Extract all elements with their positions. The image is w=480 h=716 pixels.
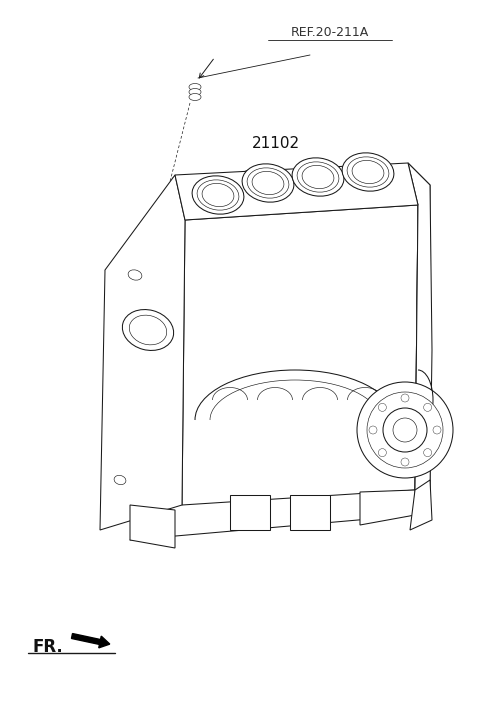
Circle shape [383, 408, 427, 452]
Circle shape [393, 418, 417, 442]
Ellipse shape [352, 160, 384, 183]
FancyArrow shape [72, 634, 110, 648]
Circle shape [433, 426, 441, 434]
Ellipse shape [189, 89, 201, 95]
Polygon shape [360, 490, 415, 525]
Polygon shape [130, 505, 175, 548]
Ellipse shape [347, 157, 389, 187]
Ellipse shape [252, 171, 284, 195]
Ellipse shape [302, 165, 334, 188]
Ellipse shape [192, 176, 244, 214]
Ellipse shape [189, 84, 201, 90]
Circle shape [369, 426, 377, 434]
Circle shape [357, 382, 453, 478]
Polygon shape [410, 480, 432, 530]
Polygon shape [290, 495, 330, 530]
Polygon shape [182, 205, 418, 505]
Circle shape [378, 403, 386, 412]
Polygon shape [100, 175, 185, 530]
Circle shape [424, 449, 432, 457]
Polygon shape [408, 163, 430, 490]
Polygon shape [175, 163, 418, 220]
Ellipse shape [128, 270, 142, 280]
Ellipse shape [202, 183, 234, 207]
Ellipse shape [242, 164, 294, 202]
Circle shape [367, 392, 443, 468]
Circle shape [401, 458, 409, 466]
Ellipse shape [247, 168, 289, 198]
Ellipse shape [342, 153, 394, 191]
Text: 21102: 21102 [252, 135, 300, 150]
Ellipse shape [114, 475, 126, 485]
Ellipse shape [297, 162, 339, 192]
Circle shape [378, 449, 386, 457]
Text: FR.: FR. [32, 638, 63, 656]
Ellipse shape [292, 158, 344, 196]
Polygon shape [230, 495, 270, 530]
Circle shape [424, 403, 432, 412]
Ellipse shape [122, 309, 174, 350]
Ellipse shape [129, 315, 167, 345]
Ellipse shape [189, 94, 201, 100]
Circle shape [401, 394, 409, 402]
Ellipse shape [197, 180, 239, 210]
Text: REF.20-211A: REF.20-211A [291, 26, 369, 39]
Polygon shape [408, 163, 432, 490]
